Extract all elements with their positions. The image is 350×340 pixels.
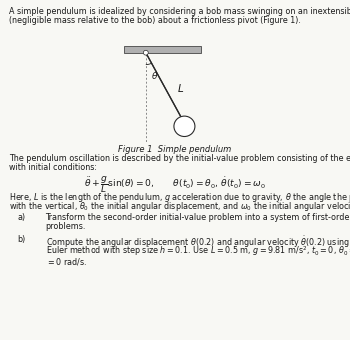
Text: a): a) [18, 213, 26, 222]
Text: The pendulum oscillation is described by the initial-value problem consisting of: The pendulum oscillation is described by… [9, 154, 350, 163]
Text: Transform the second-order initial-value problem into a system of first-order in: Transform the second-order initial-value… [46, 213, 350, 222]
Text: (negligible mass relative to the bob) about a frictionless pivot (Figure 1).: (negligible mass relative to the bob) ab… [9, 16, 301, 25]
Bar [124, 46, 201, 53]
Text: $L$: $L$ [177, 82, 184, 94]
Text: Euler method with step size $h = 0.1$. Use $L = 0.5$ m, $g = 9.81$ m/s$^2$, $t_0: Euler method with step size $h = 0.1$. U… [46, 243, 350, 262]
Text: with initial conditions:: with initial conditions: [9, 163, 97, 171]
Text: b): b) [18, 235, 26, 243]
Text: with the vertical, $\theta_0$ the initial angular displacement, and $\omega_0$ t: with the vertical, $\theta_0$ the initia… [9, 200, 350, 213]
Text: $\theta$: $\theta$ [152, 70, 159, 81]
Text: problems.: problems. [46, 222, 86, 231]
Text: A simple pendulum is idealized by considering a bob mass swinging on an inextens: A simple pendulum is idealized by consid… [9, 7, 350, 16]
Text: Compute the angular displacement $\theta(0.2)$ and angular velocity $\dot{\theta: Compute the angular displacement $\theta… [46, 235, 350, 251]
Circle shape [174, 116, 195, 136]
Text: Figure 1  Simple pendulum: Figure 1 Simple pendulum [118, 145, 232, 154]
Text: Here, $L$ is the length of the pendulum, $g$ acceleration due to gravity, $\thet: Here, $L$ is the length of the pendulum,… [9, 191, 350, 204]
Text: $\ddot{\theta} + \dfrac{g}{L}\sin(\theta) = 0, \qquad \theta(t_0) = \theta_0,\, : $\ddot{\theta} + \dfrac{g}{L}\sin(\theta… [84, 174, 266, 195]
Circle shape [144, 50, 148, 55]
Text: $= 0$ rad/s.: $= 0$ rad/s. [46, 256, 87, 267]
